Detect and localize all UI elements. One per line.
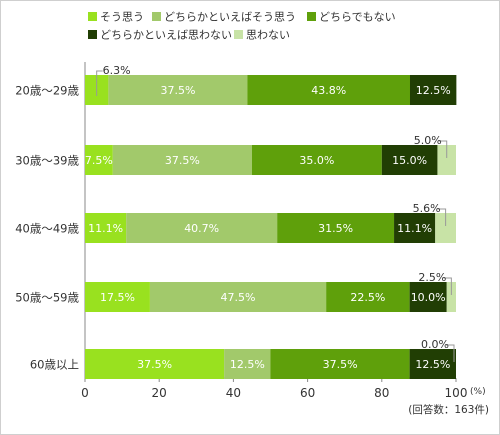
x-tick-label-100: 100 bbox=[445, 386, 468, 400]
bar-segment-r1-s2 bbox=[108, 75, 248, 105]
legend-label-1: そう思う bbox=[100, 11, 144, 24]
bar-segment-r4-s4 bbox=[409, 282, 447, 312]
data-label-r4-s3: 22.5% bbox=[350, 291, 385, 304]
x-tick-label-0: 0 bbox=[81, 386, 89, 400]
category-label-3: 40歳～49歳 bbox=[15, 222, 79, 236]
bar-segment-r4-s2 bbox=[149, 282, 327, 312]
legend-label-3: どちらでもない bbox=[319, 11, 396, 24]
x-tick-label-60: 60 bbox=[300, 386, 315, 400]
data-label-r5-s5: 0.0% bbox=[421, 338, 449, 351]
data-label-r4-s5: 2.5% bbox=[418, 271, 446, 284]
legend-label-5: 思わない bbox=[246, 29, 290, 42]
bar-segment-r1-s4 bbox=[409, 75, 457, 105]
leader-line-r1-s1 bbox=[96, 70, 103, 96]
data-label-r5-s4: 12.5% bbox=[415, 358, 450, 371]
bar-segment-r2-s3 bbox=[251, 145, 382, 175]
x-tick-label-80: 80 bbox=[374, 386, 389, 400]
bar-segment-r1-s3 bbox=[247, 75, 410, 105]
bar-segment-r3-s1 bbox=[85, 213, 127, 243]
legend-swatch-4 bbox=[88, 30, 97, 39]
data-label-r5-s2: 12.5% bbox=[230, 358, 265, 371]
bar-segment-r5-s1 bbox=[85, 349, 225, 379]
legend-swatch-2 bbox=[152, 12, 161, 21]
legend-swatch-5 bbox=[234, 30, 243, 39]
respondent-count-note: (回答数：163件) bbox=[408, 403, 489, 416]
data-label-r3-s2: 40.7% bbox=[184, 222, 219, 235]
data-label-r2-s5: 5.0% bbox=[414, 134, 442, 147]
data-label-r1-s2: 37.5% bbox=[160, 84, 195, 97]
bar-segment-r2-s4 bbox=[381, 145, 438, 175]
bar-segment-r3-s5 bbox=[435, 213, 456, 243]
category-label-2: 30歳～39歳 bbox=[15, 154, 79, 168]
legend-swatch-1 bbox=[88, 12, 97, 21]
leader-line-r5-s5 bbox=[446, 344, 455, 362]
data-label-r5-s1: 37.5% bbox=[137, 358, 172, 371]
bar-segment-r3-s4 bbox=[394, 213, 436, 243]
data-label-r2-s3: 35.0% bbox=[299, 154, 334, 167]
category-label-1: 20歳～29歳 bbox=[15, 84, 79, 98]
bar-segment-r3-s2 bbox=[126, 213, 278, 243]
bar-segment-r2-s2 bbox=[112, 145, 252, 175]
bar-segment-r3-s3 bbox=[277, 213, 395, 243]
data-label-r3-s3: 31.5% bbox=[318, 222, 353, 235]
category-label-4: 50歳～59歳 bbox=[15, 291, 79, 305]
data-label-r1-s1: 6.3% bbox=[103, 64, 131, 77]
x-tick-label-20: 20 bbox=[152, 386, 167, 400]
data-label-r3-s5: 5.6% bbox=[413, 202, 441, 215]
bar-segment-r5-s2 bbox=[224, 349, 271, 379]
legend-label-4: どちらかといえば思わない bbox=[100, 29, 232, 42]
bar-segment-r2-s1 bbox=[85, 145, 113, 175]
x-tick-label-40: 40 bbox=[226, 386, 241, 400]
bar-segment-r4-s5 bbox=[446, 282, 456, 312]
data-label-r4-s2: 47.5% bbox=[221, 291, 256, 304]
data-label-r4-s1: 17.5% bbox=[100, 291, 135, 304]
data-label-r2-s2: 37.5% bbox=[165, 154, 200, 167]
data-label-r3-s4: 11.1% bbox=[397, 222, 432, 235]
data-label-r4-s4: 10.0% bbox=[411, 291, 446, 304]
data-label-r2-s4: 15.0% bbox=[392, 154, 427, 167]
bar-segment-r5-s3 bbox=[270, 349, 410, 379]
bar-segment-r4-s3 bbox=[326, 282, 410, 312]
data-label-r3-s1: 11.1% bbox=[88, 222, 123, 235]
legend-label-2: どちらかといえばそう思う bbox=[164, 11, 296, 24]
data-label-r1-s4: 12.5% bbox=[416, 84, 451, 97]
leader-line-r2-s5 bbox=[438, 140, 448, 158]
data-label-r5-s3: 37.5% bbox=[323, 358, 358, 371]
x-unit-label: (%) bbox=[470, 387, 486, 397]
leader-line-r4-s5 bbox=[443, 277, 452, 295]
category-label-5: 60歳以上 bbox=[30, 358, 79, 372]
legend-swatch-3 bbox=[307, 12, 316, 21]
bar-segment-r5-s4 bbox=[409, 349, 456, 379]
data-label-r2-s1: 7.5% bbox=[85, 154, 113, 167]
data-label-r1-s3: 43.8% bbox=[311, 84, 346, 97]
leader-line-r3-s5 bbox=[437, 208, 447, 226]
bar-segment-r2-s5 bbox=[437, 145, 456, 175]
bar-segment-r4-s1 bbox=[85, 282, 150, 312]
